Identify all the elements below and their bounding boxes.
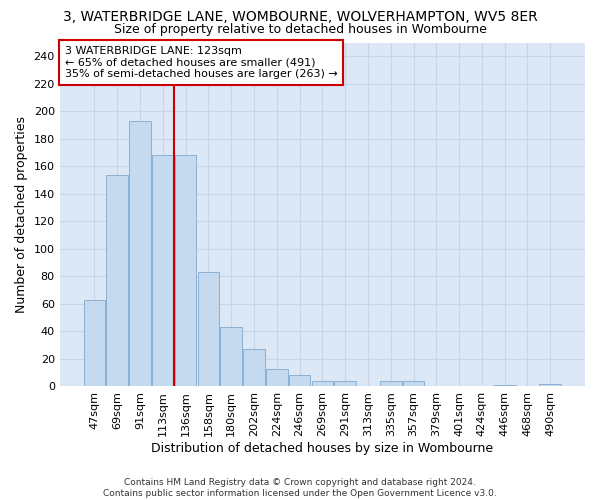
- Bar: [220, 328, 242, 386]
- Bar: [83, 300, 105, 386]
- Text: Contains HM Land Registry data © Crown copyright and database right 2024.
Contai: Contains HM Land Registry data © Crown c…: [103, 478, 497, 498]
- X-axis label: Distribution of detached houses by size in Wombourne: Distribution of detached houses by size …: [151, 442, 493, 455]
- Bar: [197, 272, 219, 386]
- Bar: [311, 381, 333, 386]
- Bar: [106, 174, 128, 386]
- Bar: [334, 381, 356, 386]
- Bar: [152, 156, 173, 386]
- Bar: [243, 350, 265, 387]
- Bar: [403, 381, 424, 386]
- Text: 3 WATERBRIDGE LANE: 123sqm
← 65% of detached houses are smaller (491)
35% of sem: 3 WATERBRIDGE LANE: 123sqm ← 65% of deta…: [65, 46, 338, 79]
- Bar: [129, 121, 151, 386]
- Bar: [289, 376, 310, 386]
- Text: 3, WATERBRIDGE LANE, WOMBOURNE, WOLVERHAMPTON, WV5 8ER: 3, WATERBRIDGE LANE, WOMBOURNE, WOLVERHA…: [62, 10, 538, 24]
- Bar: [539, 384, 561, 386]
- Bar: [380, 381, 401, 386]
- Y-axis label: Number of detached properties: Number of detached properties: [15, 116, 28, 313]
- Bar: [266, 368, 287, 386]
- Bar: [494, 385, 515, 386]
- Text: Size of property relative to detached houses in Wombourne: Size of property relative to detached ho…: [113, 22, 487, 36]
- Bar: [175, 156, 196, 386]
